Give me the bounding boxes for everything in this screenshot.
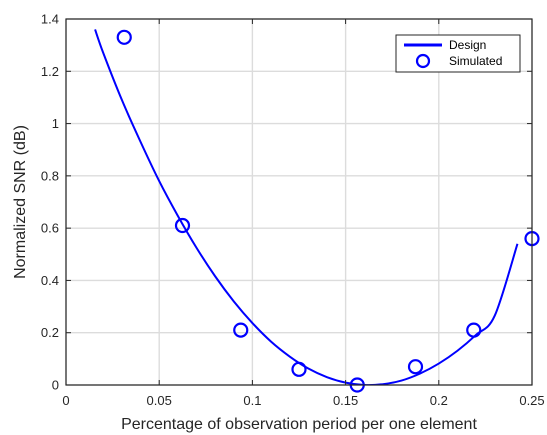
x-tick-label: 0 [62, 393, 69, 408]
simulated-point [233, 322, 249, 338]
plot-frame [65, 18, 533, 386]
y-tick-label: 0.6 [41, 221, 59, 236]
simulated-point [466, 322, 482, 338]
tick-layer: 0 0.05 0.1 0.15 0.2 0.25 0 0.2 0.4 0.6 0.8 1 1.2 1.4 [41, 12, 545, 409]
x-tick-label: 0.05 [147, 393, 172, 408]
x-tick-label: 0.15 [333, 393, 358, 408]
simulated-point [407, 359, 424, 375]
x-tick-label: 0.25 [519, 393, 544, 408]
x-axis-label: Percentage of observation period per one… [121, 416, 477, 433]
design-curve [94, 29, 519, 385]
y-axis-label: Normalized SNR (dB) [12, 125, 29, 279]
series-layer [94, 29, 540, 393]
y-tick-label: 1.2 [41, 64, 59, 79]
y-tick-label: 0.4 [41, 273, 59, 288]
y-tick-label: 1 [52, 116, 59, 131]
legend-simulated-marker [415, 53, 431, 69]
simulated-point [291, 361, 307, 377]
y-tick-label: 1.4 [41, 12, 59, 27]
y-tick-label: 0.8 [41, 168, 59, 183]
x-tick-label: 0.2 [430, 393, 448, 408]
grid [65, 18, 533, 386]
legend-design-label: Design [449, 38, 486, 52]
simulated-point [174, 217, 191, 234]
y-tick-label: 0.2 [41, 325, 59, 340]
legend-simulated-label: Simulated [449, 54, 502, 68]
simulated-point [116, 29, 132, 45]
legend: Design Simulated [395, 34, 521, 73]
y-tick-label: 0 [52, 378, 59, 393]
legend-box [395, 34, 521, 73]
x-tick-label: 0.1 [243, 393, 261, 408]
